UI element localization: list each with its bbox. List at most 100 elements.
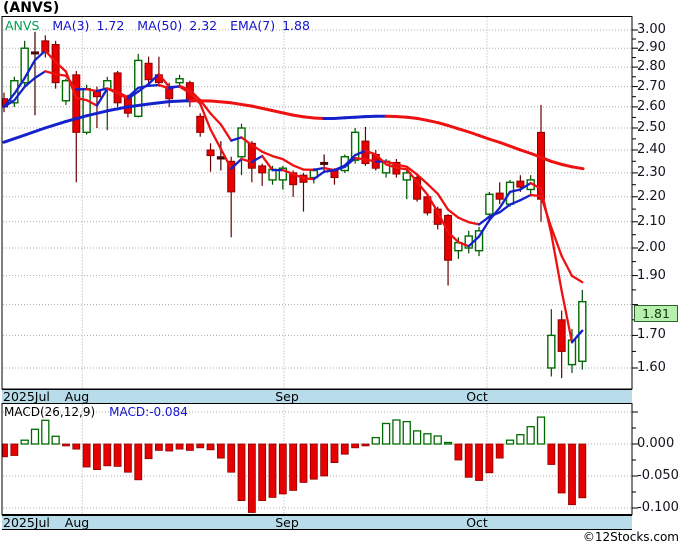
macd-axis-label: 0.000 xyxy=(637,436,675,451)
ma-line-segment xyxy=(95,87,109,107)
ma-line-segment xyxy=(425,118,440,125)
ma-line-segment xyxy=(353,149,367,157)
ma-line-segment xyxy=(395,163,408,168)
macd-bar xyxy=(216,443,225,459)
ma-line-segment xyxy=(436,121,450,127)
ma-line-segment xyxy=(456,127,471,134)
macd-bar xyxy=(526,426,535,445)
axis-ticks xyxy=(632,29,638,509)
month-label: Oct xyxy=(466,515,488,530)
ma-line-segment xyxy=(105,105,130,113)
candle xyxy=(247,142,256,169)
macd-bar xyxy=(124,443,132,473)
ma-line-segment xyxy=(343,115,357,120)
ma-line-segment xyxy=(116,90,130,99)
macd-axis-label: -0.050 xyxy=(637,468,679,483)
ma-line-segment xyxy=(33,49,47,62)
candle xyxy=(175,78,184,84)
ma-line-segment xyxy=(343,154,357,167)
ma-line-segment xyxy=(126,102,150,109)
ticker-symbol: ANVS xyxy=(5,18,40,33)
ma-line-segment xyxy=(157,73,171,89)
ma-line-segment xyxy=(85,109,109,118)
ma-line-segment xyxy=(498,141,512,148)
watermark: ©12Stocks.com xyxy=(582,530,679,544)
candle xyxy=(30,51,39,55)
ma-line-segment xyxy=(270,109,295,117)
ma-line-segment xyxy=(446,208,460,219)
ma3-line xyxy=(2,49,584,344)
ma-line-segment xyxy=(302,177,315,181)
ma-line-segment xyxy=(457,241,470,248)
month-label: Oct xyxy=(466,389,488,404)
macd-bar xyxy=(392,419,401,445)
macd-bar xyxy=(485,443,494,474)
macd-histogram xyxy=(2,416,587,513)
ma-line-segment xyxy=(395,166,408,171)
ma-line-segment xyxy=(519,193,532,202)
ma-line-segment xyxy=(488,206,501,222)
macd-bar xyxy=(62,443,70,447)
ma-line-segment xyxy=(13,85,26,102)
macd-bar xyxy=(227,443,236,473)
macd-bar xyxy=(278,443,287,495)
macd-bar xyxy=(258,443,267,501)
ma-line-segment xyxy=(467,221,481,226)
ma-line-segment xyxy=(405,115,419,120)
candle xyxy=(206,149,215,157)
date-axis-strip-main xyxy=(2,389,632,404)
ma-line-segment xyxy=(44,70,57,76)
month-label: Aug xyxy=(64,515,90,530)
ma-line-segment xyxy=(147,83,161,87)
candle xyxy=(237,127,246,158)
ma-line-segment xyxy=(487,137,502,144)
legend-ema7: EMA(7) 1.88 xyxy=(230,18,310,33)
ma-line-segment xyxy=(384,160,398,166)
ma-line-segment xyxy=(322,168,336,173)
macd-bar xyxy=(20,439,29,445)
candle xyxy=(113,72,122,104)
macd-bar xyxy=(134,443,143,481)
ma-line-segment xyxy=(477,215,491,226)
ma-line-segment xyxy=(508,144,522,152)
ma-line-segment xyxy=(332,116,347,120)
ma-line-segment xyxy=(560,163,574,169)
ma-line-segment xyxy=(292,172,305,180)
ma-line-segment xyxy=(467,130,481,137)
macd-bar xyxy=(412,430,422,445)
candle xyxy=(516,180,525,188)
ma-line-segment xyxy=(560,254,574,278)
price-axis-label: 2.90 xyxy=(637,40,666,56)
macd-bar xyxy=(340,443,349,455)
ma-line-segment xyxy=(570,329,584,344)
ma-line-segment xyxy=(467,235,481,248)
ma-line-segment xyxy=(570,274,584,284)
macd-bar xyxy=(443,441,453,445)
ma-line-segment xyxy=(508,199,522,206)
macd-current-value: MACD:-0.084 xyxy=(109,405,188,419)
ma-line-segment xyxy=(446,230,460,244)
macd-bar xyxy=(536,416,546,445)
ma-line-segment xyxy=(2,92,16,109)
macd-bar xyxy=(299,443,308,483)
candle xyxy=(61,80,71,102)
macd-bar xyxy=(371,436,380,445)
ma-line-segment xyxy=(44,49,57,64)
ma-line-segment xyxy=(167,99,192,104)
ma-line-segment xyxy=(271,154,284,161)
ma-line-segment xyxy=(250,154,264,164)
macd-bar xyxy=(93,443,101,471)
ma-line-segment xyxy=(33,70,47,80)
macd-bar xyxy=(330,443,339,464)
candle xyxy=(258,165,267,174)
ma-line-segment xyxy=(394,115,409,119)
macd-bar xyxy=(454,443,463,461)
ma-line-segment xyxy=(281,168,295,176)
ma-line-segment xyxy=(219,147,233,170)
ma-line-segment xyxy=(85,88,99,93)
ma-line-segment xyxy=(240,157,253,164)
macd-bar xyxy=(113,443,122,467)
ma-line-segment xyxy=(199,102,212,131)
price-axis-label: 3.00 xyxy=(637,22,666,37)
candle xyxy=(144,62,153,81)
